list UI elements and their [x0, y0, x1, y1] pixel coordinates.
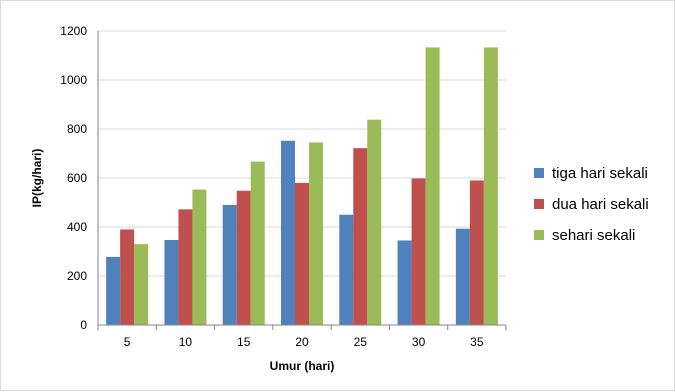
x-tick-label: 10	[179, 335, 193, 349]
bar	[339, 214, 354, 325]
x-tick-label: 25	[354, 335, 368, 349]
legend-swatch	[534, 168, 544, 178]
legend: tiga hari sekali dua hari sekali sehari se…	[534, 165, 649, 244]
bar	[367, 119, 382, 325]
bar	[134, 244, 149, 325]
legend-label: dua hari sekali	[552, 196, 649, 213]
x-tick-label: 20	[295, 335, 309, 349]
x-tick-label: 15	[237, 335, 251, 349]
y-tick-label: 600	[67, 171, 87, 185]
y-tick-label: 1000	[60, 73, 87, 87]
bar	[353, 148, 368, 325]
bar	[397, 240, 412, 325]
legend-swatch	[534, 199, 544, 209]
bar	[164, 239, 179, 325]
x-tick-label: 35	[470, 335, 484, 349]
y-tick-label: 0	[80, 318, 87, 332]
y-tick-label: 400	[67, 220, 87, 234]
bar	[411, 178, 426, 325]
bar	[178, 209, 193, 325]
bar	[120, 229, 135, 325]
bar	[425, 47, 440, 325]
x-axis-title: Umur (hari)	[270, 359, 335, 373]
bar	[106, 256, 121, 325]
legend-swatch	[534, 230, 544, 240]
bar	[469, 180, 484, 325]
bar	[236, 190, 251, 325]
legend-label: sehari sekali	[552, 227, 635, 244]
y-tick-label: 1200	[60, 24, 87, 38]
bar	[250, 161, 265, 325]
y-tick-label: 200	[67, 269, 87, 283]
y-axis-title: IP(kg/hari)	[30, 149, 44, 208]
x-tick-label: 5	[124, 335, 131, 349]
x-tick-label: 30	[412, 335, 426, 349]
bar	[192, 189, 207, 325]
legend-label: tiga hari sekali	[552, 165, 648, 182]
bar	[309, 142, 323, 325]
y-tick-label: 800	[67, 122, 87, 136]
bars	[106, 47, 498, 325]
bar	[222, 204, 237, 325]
bar	[281, 140, 295, 325]
bar	[295, 182, 309, 325]
bar	[483, 47, 498, 325]
axes: 0 200 400 600 800 1000 1200 5 10 15 20 25 30 35	[60, 24, 507, 349]
bar	[455, 228, 470, 325]
